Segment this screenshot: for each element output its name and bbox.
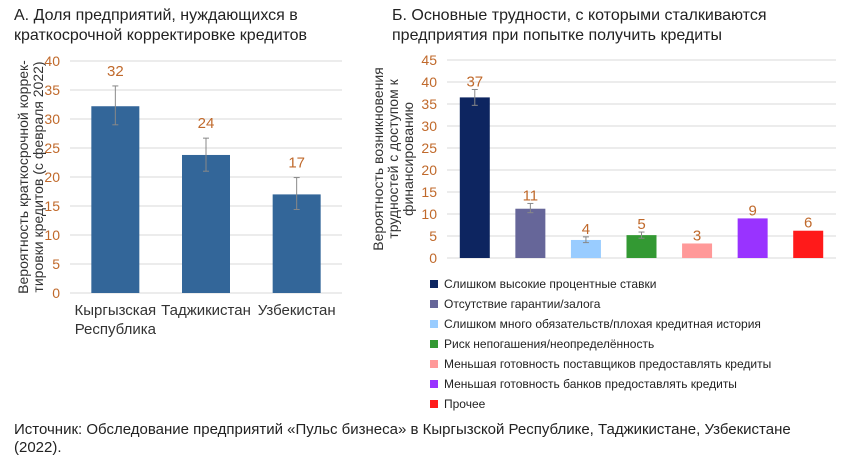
- y-tick-label: 25: [44, 140, 60, 156]
- x-tick-label: Узбекистан: [258, 302, 336, 319]
- x-tick-label: Кыргызская: [74, 302, 156, 319]
- y-tick-label: 30: [421, 118, 437, 134]
- legend-label: Риск непогашения/неопределённость: [444, 337, 655, 351]
- y-axis-label: Вероятность возникновения: [370, 67, 386, 251]
- y-tick-label: 5: [429, 228, 437, 244]
- legend-item: Слишком много обязательств/плохая кредит…: [430, 314, 771, 334]
- bar: [682, 243, 713, 258]
- legend-item: Риск непогашения/неопределённость: [430, 334, 771, 354]
- x-tick-label: Республика: [75, 321, 157, 338]
- bar: [626, 235, 657, 258]
- legend-item: Меньшая готовность поставщиков предостав…: [430, 354, 771, 374]
- legend-item: Отсутствие гарантии/залога: [430, 294, 771, 314]
- legend-swatch: [430, 280, 438, 288]
- source-note: Источник: Обследование предприятий «Пуль…: [14, 421, 791, 456]
- bar: [182, 154, 230, 293]
- data-label: 6: [804, 215, 812, 232]
- y-tick-label: 25: [421, 140, 437, 156]
- y-axis-label: тировки кредитов (с февраля 2022): [30, 61, 46, 292]
- y-tick-label: 0: [429, 250, 437, 266]
- legend-label: Меньшая готовность банков предоставлять …: [444, 377, 737, 391]
- legend-swatch: [430, 300, 438, 308]
- chart-a-title: А. Доля предприятий, нуждающихся в кратк…: [14, 7, 308, 44]
- data-label: 4: [582, 221, 590, 238]
- y-tick-label: 40: [421, 74, 437, 90]
- y-tick-label: 10: [44, 227, 60, 243]
- bar: [515, 208, 546, 258]
- legend-swatch: [430, 380, 438, 388]
- data-label: 5: [637, 216, 645, 233]
- bar: [91, 106, 140, 294]
- data-label: 17: [288, 155, 305, 172]
- legend-swatch: [430, 320, 438, 328]
- bar: [459, 97, 490, 259]
- chart-b-title: Б. Основные трудности, с которыми сталки…: [392, 7, 767, 44]
- y-axis-label: финансированию: [400, 102, 416, 216]
- y-axis-label: Вероятность краткосрочной коррек-: [15, 60, 31, 294]
- legend-label: Меньшая готовность поставщиков предостав…: [444, 357, 772, 371]
- y-tick-label: 10: [421, 206, 437, 222]
- legend-label: Отсутствие гарантии/залога: [444, 297, 601, 311]
- legend-swatch: [430, 360, 438, 368]
- legend-swatch: [430, 400, 438, 408]
- legend-item: Меньшая готовность банков предоставлять …: [430, 374, 771, 394]
- y-tick-label: 20: [421, 162, 437, 178]
- data-label: 37: [466, 73, 483, 90]
- x-tick-label: Таджикистан: [161, 302, 251, 319]
- y-tick-label: 0: [52, 285, 60, 301]
- data-label: 32: [107, 63, 124, 80]
- y-tick-label: 20: [44, 169, 60, 185]
- y-axis-label: трудностей с доступом к: [385, 78, 401, 238]
- y-tick-label: 35: [44, 82, 60, 98]
- y-tick-label: 15: [421, 184, 437, 200]
- legend-label: Слишком много обязательств/плохая кредит…: [444, 317, 761, 331]
- legend-swatch: [430, 340, 438, 348]
- bar: [272, 194, 321, 293]
- bar: [737, 218, 768, 258]
- legend-item: Слишком высокие процентные ставки: [430, 274, 771, 294]
- bar: [793, 230, 824, 258]
- bar: [570, 239, 601, 258]
- y-tick-label: 5: [52, 256, 60, 272]
- data-label: 3: [693, 227, 701, 244]
- data-label: 11: [523, 187, 539, 204]
- data-label: 9: [748, 202, 756, 219]
- legend-label: Слишком высокие процентные ставки: [444, 277, 657, 291]
- y-tick-label: 45: [421, 52, 437, 68]
- legend-item: Прочее: [430, 394, 771, 414]
- y-tick-label: 40: [44, 53, 60, 69]
- y-tick-label: 35: [421, 96, 437, 112]
- legend-label: Прочее: [444, 397, 486, 411]
- data-label: 24: [198, 115, 215, 132]
- y-tick-label: 30: [44, 111, 60, 127]
- y-tick-label: 15: [44, 198, 60, 214]
- legend-b: Слишком высокие процентные ставки Отсутст…: [430, 274, 771, 414]
